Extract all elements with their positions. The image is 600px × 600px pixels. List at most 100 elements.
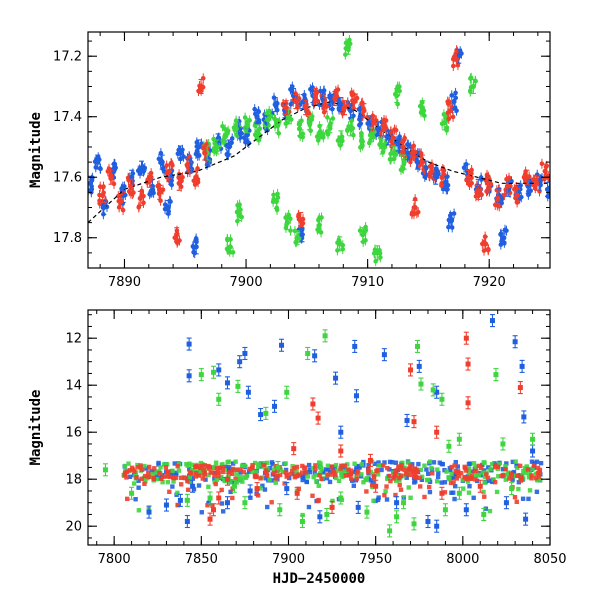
baseline-point (511, 473, 517, 479)
baseline-point (170, 468, 175, 474)
y-tick-label: 17.6 (53, 171, 82, 186)
data-point (373, 483, 379, 489)
baseline-point (220, 465, 226, 470)
baseline-point (193, 471, 199, 476)
y-tick-label: 12 (65, 332, 82, 347)
data-point (464, 168, 470, 174)
data-point (427, 164, 433, 169)
data-point (332, 95, 338, 102)
data-point (501, 235, 507, 241)
baseline-point (278, 467, 283, 472)
baseline-point (154, 470, 159, 475)
baseline-point (182, 475, 188, 481)
baseline-point (316, 483, 321, 488)
baseline-point (142, 463, 147, 469)
baseline-point (202, 463, 207, 468)
data-point (159, 159, 165, 165)
baseline-point (214, 477, 220, 482)
data-point (465, 174, 472, 180)
baseline-point (289, 468, 295, 474)
data-point (198, 372, 204, 378)
data-point (465, 400, 471, 406)
baseline-point (122, 463, 128, 469)
data-point (411, 521, 417, 527)
baseline-point (241, 469, 247, 475)
data-point (284, 486, 290, 492)
baseline-point (126, 461, 131, 466)
baseline-point (510, 459, 516, 465)
data-point (343, 40, 349, 46)
baseline-point (234, 472, 239, 477)
data-point (439, 174, 445, 180)
baseline-point (503, 467, 508, 472)
baseline-point (452, 475, 457, 480)
baseline-point (473, 477, 478, 482)
data-point (177, 497, 183, 503)
data-point (216, 396, 222, 402)
baseline-point (523, 470, 528, 476)
baseline-point (122, 472, 127, 478)
baseline-point (415, 469, 421, 475)
data-point (409, 211, 415, 217)
data-point (390, 135, 396, 141)
baseline-point (312, 470, 317, 475)
baseline-point (247, 466, 253, 472)
baseline-point (487, 478, 492, 483)
baseline-point (534, 489, 540, 495)
baseline-point (292, 466, 297, 471)
baseline-point (398, 466, 403, 472)
y-tick-label: 17.4 (53, 110, 82, 125)
data-point (367, 457, 373, 463)
data-point (539, 161, 545, 167)
data-point (108, 174, 114, 180)
baseline-point (500, 472, 506, 478)
data-point (272, 403, 278, 409)
baseline-point (496, 462, 501, 467)
x-tick-label: 8050 (533, 552, 566, 567)
data-point (456, 436, 462, 442)
baseline-point (488, 466, 493, 472)
data-point (242, 500, 248, 506)
baseline-point (247, 469, 252, 474)
data-point (146, 509, 152, 515)
data-point (284, 220, 290, 226)
baseline-point (170, 484, 175, 489)
data-point (196, 88, 201, 94)
baseline-point (526, 475, 532, 480)
baseline-point (152, 466, 157, 471)
baseline-point (382, 460, 387, 465)
baseline-point (515, 465, 520, 470)
data-point (395, 141, 401, 147)
baseline-point (316, 498, 321, 504)
baseline-point (333, 462, 339, 468)
baseline-point (176, 468, 182, 473)
data-point (348, 126, 354, 132)
baseline-point (442, 490, 448, 495)
data-point (169, 161, 174, 166)
baseline-point (375, 497, 381, 503)
baseline-point (466, 469, 471, 475)
baseline-point (465, 479, 471, 484)
x-tick-label: 7950 (359, 552, 392, 567)
baseline-point (455, 469, 460, 475)
data-point (247, 488, 253, 494)
baseline-point (228, 479, 233, 485)
baseline-point (250, 463, 255, 468)
data-point (504, 183, 511, 189)
data-point (500, 441, 506, 447)
baseline-point (416, 461, 421, 467)
data-point (186, 373, 192, 379)
baseline-point (454, 476, 459, 481)
baseline-point (371, 474, 377, 479)
baseline-point (529, 476, 534, 481)
data-point (327, 123, 333, 129)
data-point (512, 186, 517, 192)
data-point (456, 490, 462, 496)
data-point (193, 244, 199, 250)
baseline-point (500, 467, 506, 472)
baseline-point (532, 461, 537, 466)
baseline-point (356, 463, 361, 469)
data-point (408, 159, 413, 165)
baseline-point (219, 474, 224, 480)
data-point (300, 98, 306, 105)
